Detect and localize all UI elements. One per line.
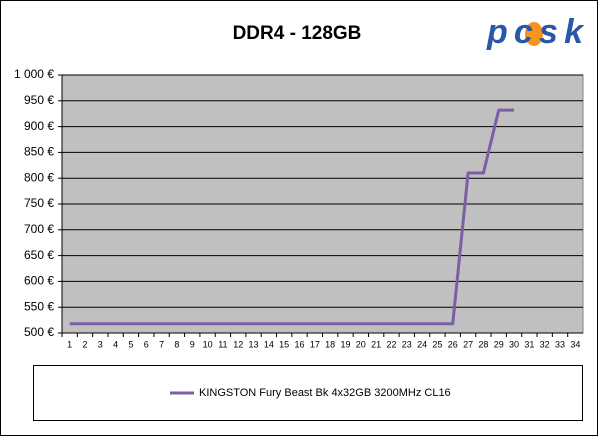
legend-label: KINGSTON Fury Beast Bk 4x32GB 3200MHz CL… (199, 387, 451, 399)
logo-flame (525, 22, 543, 46)
x-tick-label: 3 (98, 339, 103, 349)
x-tick-label: 23 (402, 339, 412, 349)
x-tick-label: 1 (67, 339, 72, 349)
x-tick-label: 8 (174, 339, 179, 349)
x-tick-label: 11 (218, 339, 227, 349)
legend-box (33, 365, 583, 421)
x-tick-label: 25 (432, 339, 442, 349)
x-tick-label: 24 (417, 339, 427, 349)
x-tick-label: 34 (570, 339, 580, 349)
x-tick-label: 31 (524, 339, 534, 349)
x-tick-label: 4 (113, 339, 118, 349)
y-tick-label: 700 € (24, 222, 54, 236)
x-tick-label: 15 (279, 339, 289, 349)
x-tick-label: 16 (295, 339, 305, 349)
x-tick-label: 12 (233, 339, 243, 349)
x-tick-label: 17 (310, 339, 320, 349)
x-tick-label: 33 (555, 339, 565, 349)
x-tick-label: 30 (509, 339, 519, 349)
y-tick-label: 950 € (24, 93, 54, 107)
x-tick-label: 10 (203, 339, 213, 349)
y-tick-label: 750 € (24, 196, 54, 210)
chart-title: DDR4 - 128GB (233, 23, 362, 44)
y-tick-label: 650 € (24, 248, 54, 262)
x-tick-label: 32 (540, 339, 550, 349)
x-tick-label: 2 (82, 339, 87, 349)
x-tick-label: 18 (325, 339, 335, 349)
x-tick-label: 22 (386, 339, 396, 349)
x-tick-label: 26 (448, 339, 458, 349)
x-tick-label: 13 (249, 339, 259, 349)
y-tick-label: 1 000 € (14, 67, 54, 81)
x-tick-label: 19 (340, 339, 350, 349)
x-tick-label: 29 (494, 339, 504, 349)
y-tick-label: 850 € (24, 145, 54, 159)
x-tick-label: 20 (356, 339, 366, 349)
series-line (69, 108, 515, 326)
x-tick-label: 5 (128, 339, 133, 349)
y-tick-label: 550 € (24, 299, 54, 313)
x-tick-label: 14 (264, 339, 274, 349)
x-tick-label: 28 (478, 339, 488, 349)
x-tick-label: 21 (371, 339, 381, 349)
x-tick-label: 27 (463, 339, 473, 349)
y-tick-label: 600 € (24, 274, 54, 288)
y-tick-label: 800 € (24, 170, 54, 184)
x-tick-label: 6 (144, 339, 149, 349)
x-tick-label: 7 (159, 339, 164, 349)
x-tick-label: 9 (190, 339, 195, 349)
y-tick-label: 500 € (24, 325, 54, 339)
y-tick-label: 900 € (24, 119, 54, 133)
